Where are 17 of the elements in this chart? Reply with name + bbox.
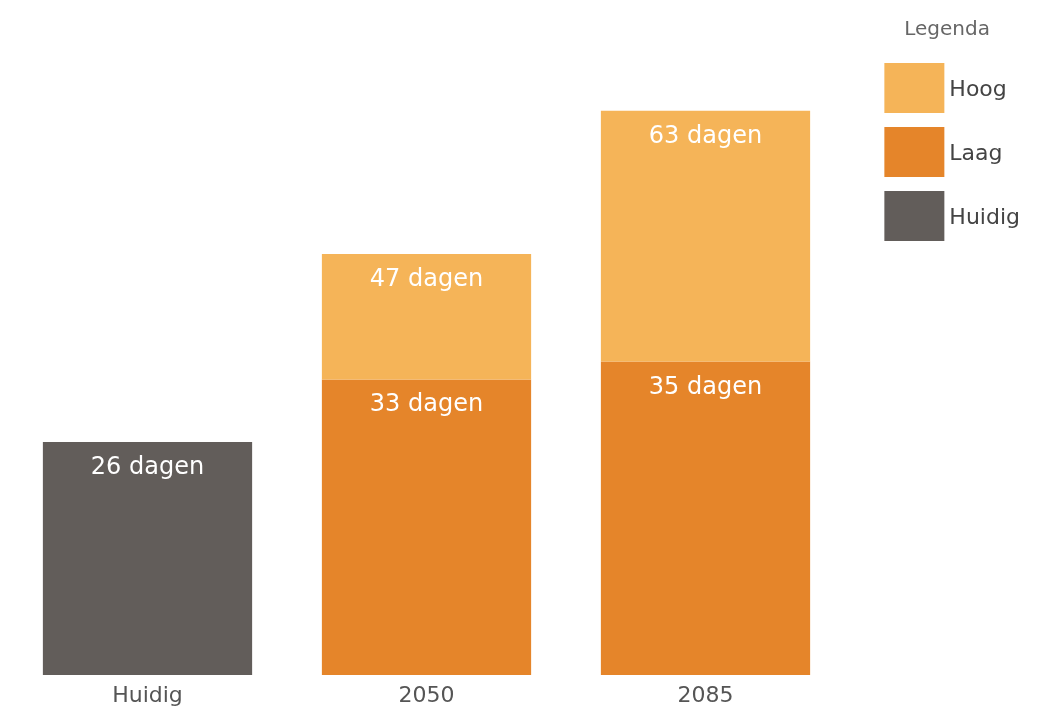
bar: [321, 254, 532, 380]
bar: [42, 442, 253, 675]
x-tick-label: 2050: [398, 681, 455, 707]
total-label: 47 dagen: [369, 264, 484, 293]
legend-label: Laag: [949, 139, 1003, 165]
x-tick-label: Huidig: [112, 681, 183, 707]
legend-label: Huidig: [949, 203, 1020, 229]
bar: [321, 379, 532, 675]
bar: [600, 110, 811, 362]
legend-label: Hoog: [949, 75, 1007, 101]
data-label: 35 dagen: [648, 371, 763, 400]
legend-title: Legenda: [904, 16, 991, 40]
bar: [600, 361, 811, 675]
x-tick-label: 2085: [677, 681, 734, 707]
total-label: 63 dagen: [648, 120, 763, 149]
data-label: 33 dagen: [369, 389, 484, 418]
data-label: 26 dagen: [90, 452, 205, 481]
